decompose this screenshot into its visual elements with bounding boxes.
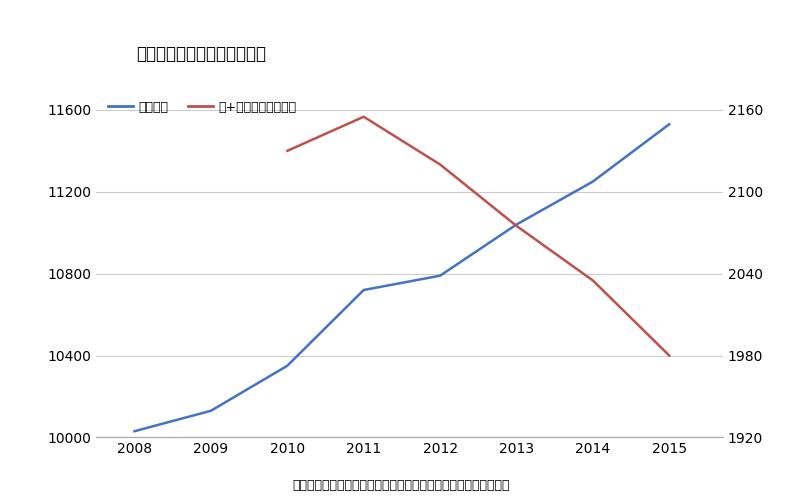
動物病院 xyxy=(358,287,368,293)
動物病院 xyxy=(511,222,520,228)
Text: 飼育頭数と動物病院数の推移: 飼育頭数と動物病院数の推移 xyxy=(136,45,266,63)
Line: 犬+猫飼育数（万頭）: 犬+猫飼育数（万頭） xyxy=(287,117,668,355)
犬+猫飼育数（万頭） xyxy=(511,223,520,229)
犬+猫飼育数（万頭） xyxy=(663,352,673,358)
動物病院 xyxy=(130,428,140,434)
Line: 動物病院: 動物病院 xyxy=(135,124,668,431)
Text: 参考：飼育動物診療施設の開設届出状況・全国犬猫飼育実態調査: 参考：飼育動物診療施設の開設届出状況・全国犬猫飼育実態調査 xyxy=(293,479,509,492)
犬+猫飼育数（万頭） xyxy=(587,277,597,283)
動物病院 xyxy=(206,408,216,414)
犬+猫飼育数（万頭） xyxy=(435,162,444,167)
動物病院 xyxy=(663,121,673,127)
動物病院 xyxy=(435,273,444,279)
動物病院 xyxy=(282,363,292,369)
犬+猫飼育数（万頭） xyxy=(282,148,292,154)
動物病院 xyxy=(587,178,597,184)
犬+猫飼育数（万頭） xyxy=(358,114,368,120)
Legend: 動物病院, 犬+猫飼育数（万頭）: 動物病院, 犬+猫飼育数（万頭） xyxy=(103,96,302,119)
